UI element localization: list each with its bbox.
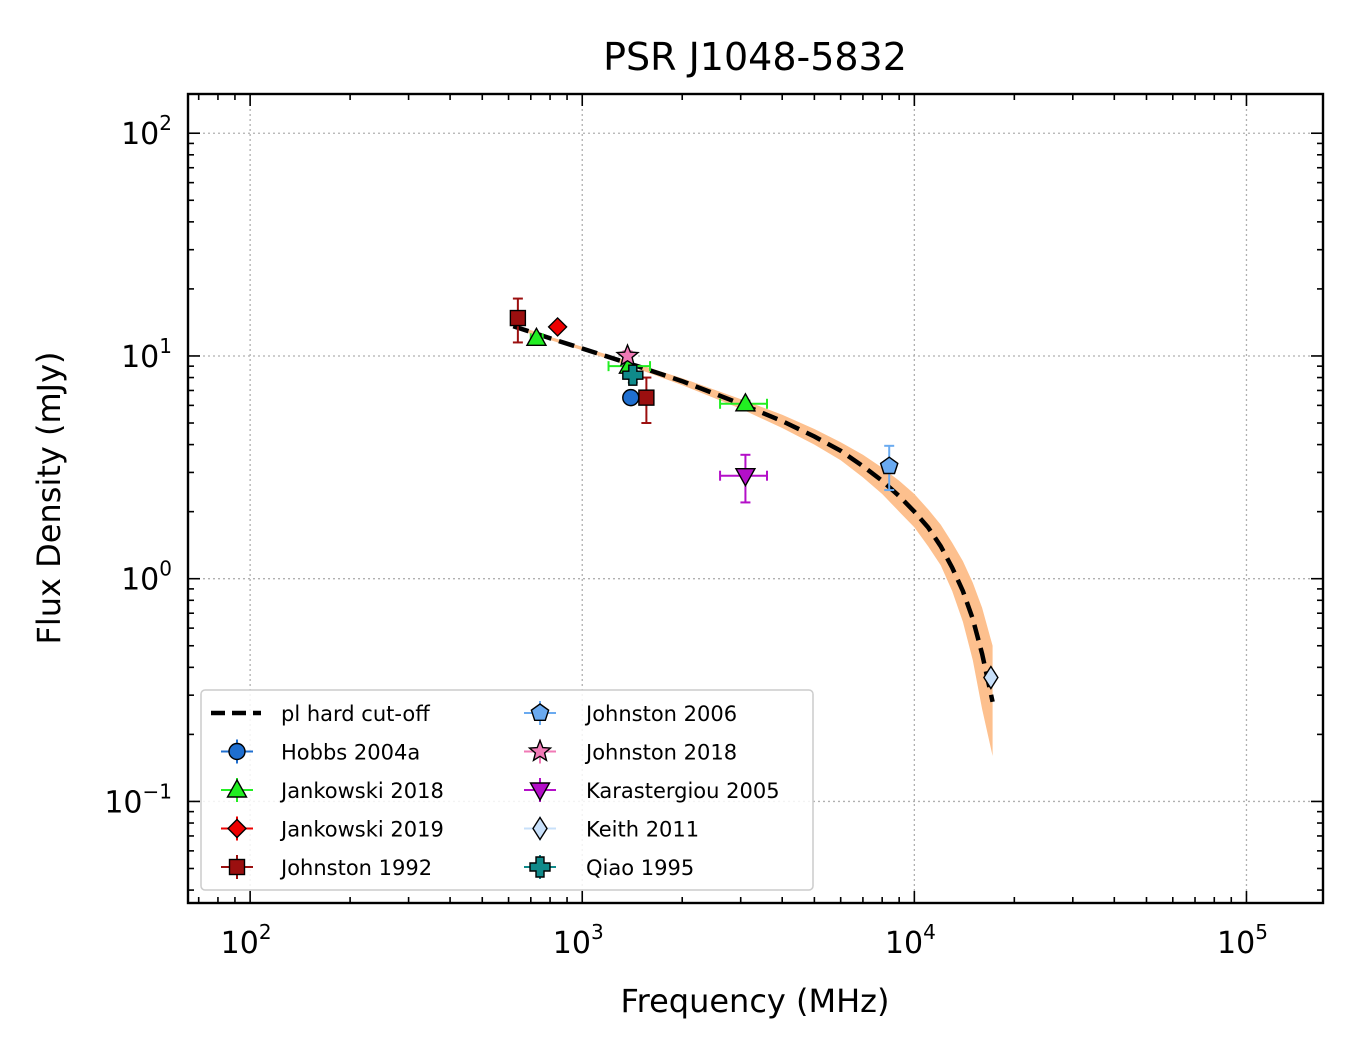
legend-marker [228,742,246,761]
legend-item: Keith 2011 [524,816,699,842]
x-tick-exponent: 3 [591,920,604,944]
x-axis-label: Frequency (MHz) [621,982,890,1020]
y-tick-exponent: 0 [159,557,172,581]
fit-line-group [512,324,995,703]
legend-label: Jankowski 2019 [279,818,444,842]
series-karastergiou-2005 [719,453,768,504]
legend-item: Qiao 1995 [524,855,694,880]
legend-marker [529,856,551,878]
legend-marker [529,782,551,802]
y-tick-base: 10 [121,117,159,152]
legend-item: Johnston 1992 [221,855,432,880]
x-tick-base: 10 [221,926,259,961]
x-tick-label: 105 [1217,920,1268,961]
legend-label: Johnston 1992 [279,856,432,880]
y-axis-label: Flux Density (mJy) [30,351,68,644]
legend-item: pl hard cut-off [211,702,430,726]
plot-frame [186,92,1325,905]
y-tick-exponent: 1 [159,334,172,358]
x-tick-base: 10 [553,926,591,961]
data-point [547,316,568,337]
data-points [509,297,999,690]
legend-item: Jankowski 2019 [221,816,444,842]
legend-label: Jankowski 2018 [279,779,444,803]
legend-marker [226,778,248,798]
data-point [638,389,655,406]
x-tick-base: 10 [1217,926,1255,961]
legend-marker [227,818,247,839]
y-tick-exponent: 2 [159,111,172,135]
x-tick-base: 10 [885,926,923,961]
data-point [622,364,644,386]
legend-item: Johnston 2018 [524,738,737,765]
y-tick-base: 10 [104,785,142,820]
series-hobbs-2004a [622,388,640,407]
legend-label: Karastergiou 2005 [586,779,780,803]
legend-label: Hobbs 2004a [281,741,420,765]
legend-marker [228,858,246,876]
legend: pl hard cut-off Hobbs 2004a Jankowski 2018… [200,689,814,891]
data-point [734,392,757,412]
chart-title: PSR J1048-5832 [603,35,907,79]
fit-line [512,324,995,703]
legend-item: Karastergiou 2005 [524,778,780,803]
data-point [622,388,640,407]
data-point [525,326,548,347]
data-point [615,343,640,367]
legend-box [200,689,814,891]
legend-label: Keith 2011 [586,818,699,842]
grid [188,94,1323,903]
series-qiao-1995 [622,364,644,386]
x-tick-label: 104 [885,920,936,961]
legend-marker [530,703,550,721]
series-johnston-2018 [615,343,640,367]
data-point [983,665,999,690]
y-tick-exponent: −1 [143,779,172,803]
x-tick-exponent: 2 [259,920,272,944]
x-tick-exponent: 5 [1255,920,1268,944]
x-tick-label: 102 [221,920,272,961]
data-point [509,309,527,327]
legend-item: Johnston 2006 [524,701,737,726]
y-tick-label: 101 [121,334,172,375]
series-keith-2011 [983,665,999,690]
legend-marker [532,816,548,841]
legend-item: Jankowski 2018 [221,778,444,803]
y-tick-base: 10 [121,340,159,375]
x-tick-label: 103 [553,920,604,961]
y-tick-label: 102 [121,111,172,152]
series-jankowski-2019 [547,316,568,337]
legend-label: Qiao 1995 [586,856,694,880]
y-tick-base: 10 [121,563,159,598]
data-point [879,456,899,475]
legend-label: Johnston 2006 [584,702,737,726]
legend-label: Johnston 2018 [584,741,737,765]
y-tick-label: 100 [121,557,172,598]
y-tick-label: 10−1 [104,779,172,820]
legend-marker [527,738,553,762]
data-point [734,468,757,488]
legend-item: Hobbs 2004a [221,739,420,765]
x-tick-exponent: 4 [923,920,936,944]
series-johnston-2006 [879,444,899,492]
legend-label: pl hard cut-off [281,702,430,726]
